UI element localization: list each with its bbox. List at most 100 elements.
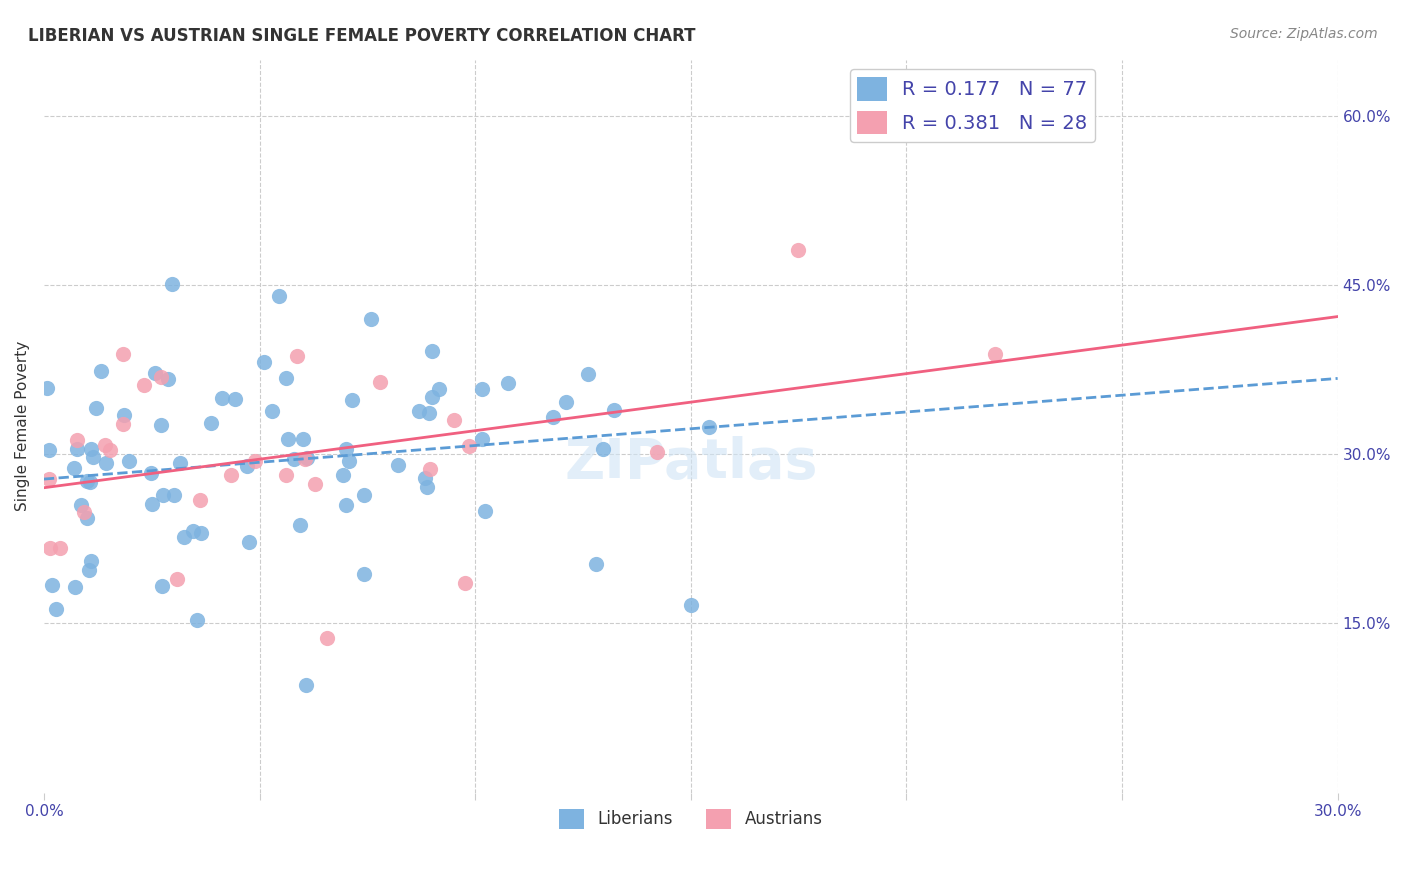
Point bbox=[150, 417, 173, 432]
Point bbox=[420, 343, 443, 358]
Point bbox=[169, 456, 191, 470]
Point bbox=[335, 442, 357, 457]
Point bbox=[139, 467, 162, 481]
Point bbox=[238, 534, 260, 549]
Point bbox=[45, 602, 67, 616]
Point bbox=[90, 364, 112, 378]
Point bbox=[132, 378, 155, 392]
Point bbox=[368, 375, 391, 389]
Point bbox=[79, 442, 101, 456]
Point bbox=[471, 432, 494, 446]
Point bbox=[72, 505, 94, 519]
Point bbox=[77, 562, 100, 576]
Point bbox=[66, 442, 89, 457]
Point bbox=[443, 413, 465, 427]
Point bbox=[211, 391, 233, 405]
Y-axis label: Single Female Poverty: Single Female Poverty bbox=[15, 341, 30, 511]
Point bbox=[419, 462, 441, 476]
Point bbox=[94, 456, 117, 470]
Point bbox=[111, 347, 134, 361]
Point bbox=[496, 376, 519, 390]
Point bbox=[353, 566, 375, 581]
Point bbox=[41, 578, 63, 592]
Point bbox=[291, 432, 314, 446]
Legend: Liberians, Austrians: Liberians, Austrians bbox=[553, 802, 830, 836]
Point bbox=[253, 355, 276, 369]
Point bbox=[360, 312, 382, 326]
Point bbox=[70, 498, 93, 512]
Point bbox=[585, 557, 607, 571]
Point bbox=[458, 439, 481, 453]
Point bbox=[181, 524, 204, 538]
Text: Source: ZipAtlas.com: Source: ZipAtlas.com bbox=[1230, 27, 1378, 41]
Point bbox=[422, 391, 444, 405]
Point bbox=[342, 392, 364, 407]
Point bbox=[76, 511, 98, 525]
Point bbox=[221, 467, 243, 482]
Point bbox=[288, 517, 311, 532]
Point bbox=[224, 392, 246, 406]
Point bbox=[274, 468, 297, 483]
Text: LIBERIAN VS AUSTRIAN SINGLE FEMALE POVERTY CORRELATION CHART: LIBERIAN VS AUSTRIAN SINGLE FEMALE POVER… bbox=[28, 27, 696, 45]
Point bbox=[786, 243, 808, 257]
Point bbox=[541, 409, 564, 424]
Point bbox=[93, 438, 115, 452]
Point bbox=[408, 404, 430, 418]
Point bbox=[427, 382, 450, 396]
Point bbox=[152, 488, 174, 502]
Point bbox=[283, 451, 305, 466]
Point bbox=[332, 468, 354, 483]
Point bbox=[262, 403, 284, 417]
Point bbox=[295, 678, 318, 692]
Point bbox=[200, 416, 222, 430]
Point bbox=[186, 613, 208, 627]
Point bbox=[983, 347, 1005, 361]
Point bbox=[416, 480, 439, 494]
Point bbox=[576, 368, 599, 382]
Point bbox=[35, 381, 58, 395]
Point bbox=[603, 402, 626, 417]
Point bbox=[160, 277, 183, 292]
Point bbox=[697, 419, 720, 434]
Point bbox=[454, 575, 477, 590]
Point bbox=[474, 503, 496, 517]
Point bbox=[269, 289, 291, 303]
Point bbox=[190, 526, 212, 541]
Text: ZIPatlas: ZIPatlas bbox=[564, 436, 817, 490]
Point bbox=[111, 417, 134, 431]
Point bbox=[48, 541, 70, 556]
Point bbox=[157, 371, 180, 385]
Point bbox=[166, 572, 188, 586]
Point bbox=[337, 454, 360, 468]
Point bbox=[335, 499, 357, 513]
Point bbox=[38, 473, 60, 487]
Point bbox=[173, 530, 195, 544]
Point bbox=[295, 451, 318, 466]
Point bbox=[82, 450, 104, 464]
Point bbox=[65, 581, 87, 595]
Point bbox=[304, 477, 326, 491]
Point bbox=[39, 541, 62, 555]
Point bbox=[554, 395, 576, 409]
Point bbox=[38, 443, 60, 458]
Point bbox=[413, 471, 436, 485]
Point bbox=[353, 488, 375, 502]
Point bbox=[647, 444, 669, 458]
Point bbox=[118, 454, 141, 468]
Point bbox=[76, 474, 98, 488]
Point bbox=[387, 458, 409, 473]
Point bbox=[277, 432, 299, 446]
Point bbox=[84, 401, 107, 415]
Point bbox=[315, 631, 337, 645]
Point bbox=[143, 367, 166, 381]
Point bbox=[418, 406, 440, 420]
Point bbox=[274, 371, 297, 385]
Point bbox=[679, 599, 702, 613]
Point bbox=[471, 382, 494, 396]
Point bbox=[66, 434, 89, 448]
Point bbox=[98, 442, 121, 457]
Point bbox=[163, 488, 186, 502]
Point bbox=[592, 442, 614, 456]
Point bbox=[141, 497, 163, 511]
Point bbox=[236, 459, 259, 474]
